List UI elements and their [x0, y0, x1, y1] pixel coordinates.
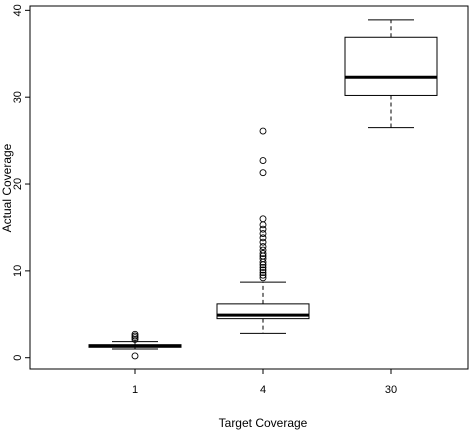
outlier-point [259, 234, 267, 242]
outlier-point [259, 225, 267, 233]
outlier-point [259, 266, 267, 274]
y-tick-label: 30 [12, 91, 24, 103]
y-axis: 0 10 20 30 40 [12, 4, 30, 361]
outlier-point [259, 238, 267, 246]
iqr-box [344, 36, 438, 96]
y-axis-label: Actual Coverage [0, 143, 14, 232]
x-axis-label: Target Coverage [219, 416, 308, 430]
outlier-point [131, 330, 139, 338]
plot-frame [29, 5, 469, 370]
outlier-point [259, 274, 267, 282]
outlier-point [259, 215, 267, 223]
outlier-point [259, 246, 267, 254]
y-tick-label: 0 [12, 355, 24, 361]
x-tick-label: 30 [385, 384, 397, 396]
outlier-point [259, 243, 267, 251]
outlier-point [259, 255, 267, 263]
outlier-point [259, 269, 267, 277]
outlier-point [131, 332, 139, 340]
outlier-point [131, 352, 139, 360]
x-axis: 1 4 30 [132, 369, 397, 396]
outlier-point [131, 336, 139, 343]
outlier-point [259, 127, 267, 135]
outlier-point [259, 230, 267, 237]
outlier-point [259, 157, 267, 165]
outlier-point [259, 271, 267, 279]
outlier-point [259, 263, 267, 271]
x-tick-label: 1 [132, 384, 138, 396]
box-series [88, 19, 438, 360]
x-tick-label: 4 [260, 384, 266, 396]
outlier-point [259, 169, 267, 177]
outlier-point [259, 250, 267, 257]
y-tick-label: 10 [12, 265, 24, 277]
outlier-point [131, 334, 139, 342]
outlier-point [259, 221, 267, 229]
y-tick-label: 20 [12, 178, 24, 190]
y-tick-label: 40 [12, 4, 24, 16]
